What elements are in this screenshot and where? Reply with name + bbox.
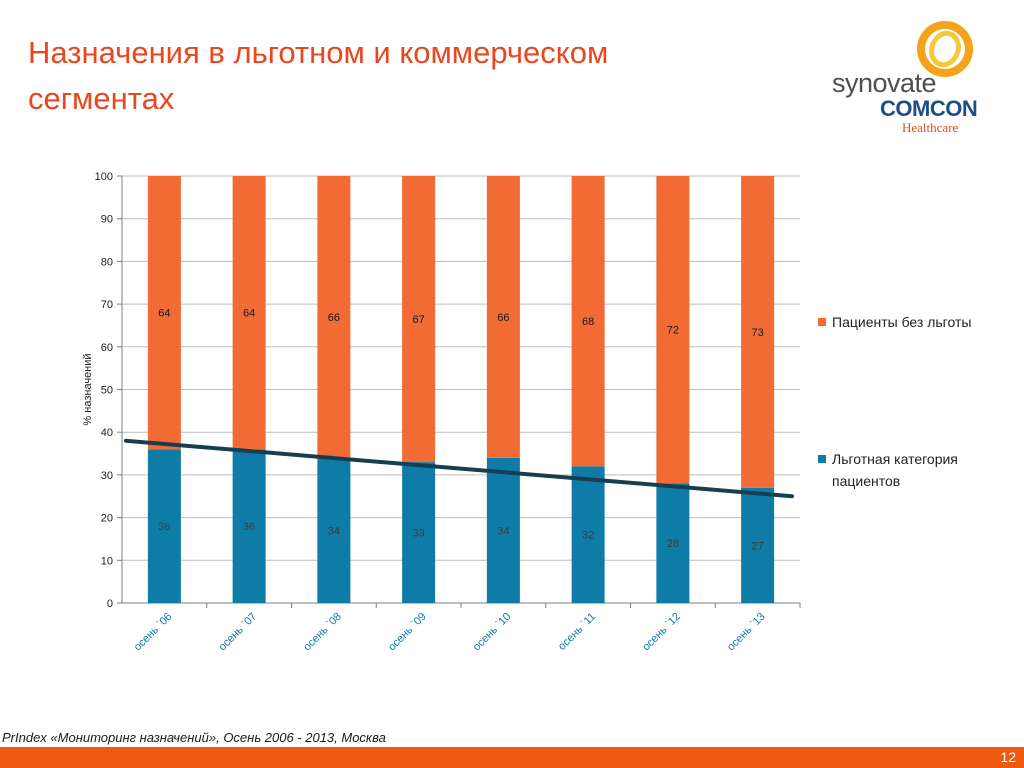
y-tick-label: 50: [101, 385, 113, 397]
x-tick-label: осень `08: [301, 611, 344, 654]
bar-benefit: [402, 462, 436, 603]
legend-label-non-benefit: Пациенты без льготы: [832, 314, 972, 330]
data-label-benefit: 27: [752, 540, 764, 552]
data-label-benefit: 36: [158, 521, 170, 533]
y-tick-label: 40: [101, 427, 113, 439]
data-label-benefit: 32: [582, 530, 594, 542]
x-tick-label: осень `11: [556, 611, 598, 653]
y-tick-label: 20: [101, 513, 113, 525]
data-label-benefit: 34: [328, 525, 340, 537]
legend-swatch-benefit: [818, 455, 826, 463]
data-label-benefit: 28: [667, 538, 679, 550]
data-label-non-benefit: 72: [667, 325, 679, 337]
y-tick-label: 30: [101, 470, 113, 482]
data-label-non-benefit: 68: [582, 316, 594, 328]
logo-synovate: synovate: [832, 68, 937, 98]
data-label-non-benefit: 67: [413, 314, 425, 326]
y-tick-label: 80: [101, 256, 113, 268]
x-tick-label: осень `10: [471, 611, 514, 654]
bar-benefit: [571, 466, 605, 603]
slide-title: Назначения в льготном и коммерческом сег…: [28, 35, 609, 116]
bar-benefit: [317, 457, 351, 603]
y-tick-label: 90: [101, 214, 113, 226]
y-tick-label: 60: [101, 342, 113, 354]
bar-non-benefit: [571, 176, 605, 467]
x-tick-label: осень `13: [725, 611, 768, 654]
bar-non-benefit: [147, 176, 181, 450]
logo-ring-icon: [917, 21, 973, 77]
x-tick-label: осень `07: [216, 611, 259, 654]
bar-benefit: [656, 483, 690, 603]
stacked-bar-chart: 0 10 20 30 40 50 60 70 80 90 100 % назначений 36 64 ос…: [82, 171, 801, 654]
bar-non-benefit: [486, 176, 520, 458]
x-tick-label: осень `12: [640, 611, 683, 654]
bar-non-benefit: [317, 176, 351, 458]
source-note: PrIndex «Мониторинг назначений», Осень 2…: [2, 730, 386, 745]
data-label-non-benefit: 64: [158, 308, 170, 320]
legend-swatch-non-benefit: [818, 318, 826, 326]
bar-non-benefit: [232, 176, 266, 450]
bar-non-benefit: [741, 176, 775, 488]
x-tick-label: осень `06: [132, 611, 175, 654]
bar-non-benefit: [402, 176, 436, 463]
bar-benefit: [147, 449, 181, 603]
y-tick-label: 10: [101, 555, 113, 567]
bar-benefit: [486, 457, 520, 603]
logo-comcon: COMCON: [880, 96, 978, 121]
data-label-benefit: 34: [497, 525, 509, 537]
page-number: 12: [1000, 749, 1016, 765]
synovate-comcon-logo: synovate COMCON Healthcare: [832, 20, 982, 140]
x-tick-label: осень `09: [386, 611, 429, 654]
data-label-non-benefit: 66: [328, 312, 340, 324]
y-tick-label: 100: [95, 171, 113, 183]
data-label-non-benefit: 73: [752, 327, 764, 339]
data-label-benefit: 36: [243, 521, 255, 533]
data-label-benefit: 33: [413, 528, 425, 540]
y-tick-label: 70: [101, 299, 113, 311]
bar-non-benefit: [656, 176, 690, 484]
footer-bar: 12: [0, 747, 1024, 768]
data-label-non-benefit: 66: [497, 312, 509, 324]
bar-benefit: [741, 487, 775, 603]
y-axis-title: % назначений: [82, 353, 94, 425]
bar-benefit: [232, 449, 266, 603]
y-tick-label: 0: [107, 598, 113, 610]
logo-healthcare: Healthcare: [902, 120, 959, 135]
trend-line: [124, 438, 794, 499]
legend-label-benefit: Льготная категория пациентов: [832, 451, 958, 489]
data-label-non-benefit: 64: [243, 308, 255, 320]
